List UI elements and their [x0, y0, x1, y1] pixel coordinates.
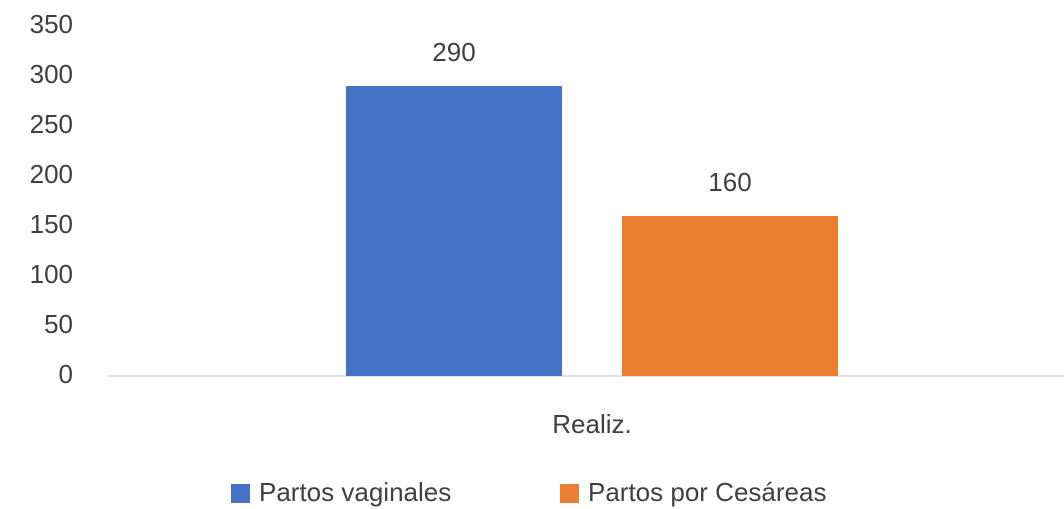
legend-label: Partos vaginales — [259, 477, 451, 507]
x-tick-label: Realiz. — [552, 409, 631, 439]
y-tick-label: 150 — [30, 209, 73, 239]
y-tick-label: 100 — [30, 259, 73, 289]
y-tick-label: 350 — [30, 9, 73, 39]
bar — [622, 216, 838, 376]
bar — [346, 86, 562, 376]
data-label: 160 — [708, 167, 751, 197]
y-tick-label: 250 — [30, 109, 73, 139]
data-label: 290 — [432, 37, 475, 67]
legend-label: Partos por Cesáreas — [588, 477, 826, 507]
y-tick-label: 200 — [30, 159, 73, 189]
y-tick-label: 300 — [30, 59, 73, 89]
legend-swatch — [231, 484, 250, 503]
y-tick-label: 0 — [59, 359, 73, 389]
y-tick-label: 50 — [44, 309, 73, 339]
legend-swatch — [560, 484, 579, 503]
